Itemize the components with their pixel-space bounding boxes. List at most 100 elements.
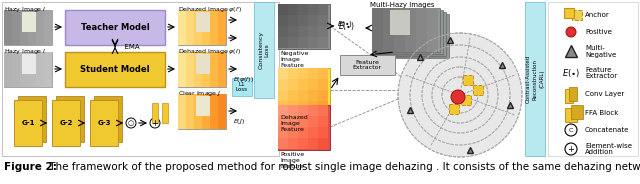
Bar [218, 52, 226, 87]
Bar [318, 101, 328, 112]
Text: ○: ○ [128, 120, 134, 126]
Text: L1
Loss: L1 Loss [236, 82, 248, 92]
Bar [210, 94, 218, 129]
Bar [340, 55, 395, 75]
Bar [254, 2, 274, 98]
Bar [218, 94, 226, 129]
Bar [278, 4, 288, 15]
Bar [463, 75, 473, 85]
Text: $E(\bullet)$: $E(\bullet)$ [337, 19, 353, 29]
Bar [288, 105, 298, 116]
Bar [308, 138, 318, 149]
Bar [318, 15, 328, 26]
Bar [4, 10, 12, 45]
Bar [36, 10, 44, 45]
Bar [308, 79, 318, 90]
Bar [202, 52, 210, 87]
Text: Teacher Model: Teacher Model [81, 22, 149, 31]
Text: +: + [152, 118, 159, 128]
Bar [20, 52, 28, 87]
Text: Feature
Extractor: Feature Extractor [353, 60, 381, 70]
Bar [436, 14, 447, 58]
Bar [308, 127, 318, 138]
Bar [318, 116, 328, 127]
Bar [449, 104, 459, 114]
Bar [298, 116, 308, 127]
Bar [375, 10, 443, 54]
Bar [278, 127, 288, 138]
Bar [525, 2, 545, 156]
Bar [22, 54, 36, 74]
Bar [44, 52, 52, 87]
Bar [288, 4, 298, 15]
Text: +: + [568, 144, 575, 153]
Bar [392, 14, 403, 58]
Bar [416, 8, 427, 52]
Bar [400, 12, 411, 56]
Text: Multi-Hazy Images: Multi-Hazy Images [370, 2, 435, 8]
Bar [427, 8, 438, 52]
Text: Consistency
Loss: Consistency Loss [258, 31, 270, 69]
Bar [202, 94, 210, 129]
Bar [383, 8, 394, 52]
Bar [210, 52, 218, 87]
Bar [288, 101, 298, 112]
Bar [399, 16, 419, 41]
Bar [394, 8, 405, 52]
Bar [298, 26, 308, 37]
Text: Anchor: Anchor [585, 12, 610, 18]
Bar [461, 95, 471, 105]
Bar [278, 90, 288, 101]
Bar [393, 12, 413, 37]
Text: Positive: Positive [585, 29, 612, 35]
Text: C: C [569, 128, 573, 132]
Bar [90, 100, 118, 146]
Bar [278, 138, 288, 149]
Bar [414, 14, 425, 58]
Bar [298, 105, 308, 116]
Bar [178, 94, 226, 129]
Bar [194, 52, 202, 87]
Bar [318, 138, 328, 149]
Text: FFA Block: FFA Block [585, 110, 618, 116]
Bar [162, 103, 168, 123]
Bar [318, 79, 328, 90]
Bar [308, 4, 318, 15]
Bar [178, 52, 186, 87]
Bar [372, 8, 383, 52]
Bar [318, 26, 328, 37]
Bar [390, 10, 410, 35]
Bar [4, 52, 12, 87]
Bar [318, 4, 328, 15]
Bar [28, 52, 36, 87]
Text: Negative
Image
Feature: Negative Image Feature [280, 51, 308, 68]
Bar [278, 4, 330, 49]
Bar [20, 10, 28, 45]
Bar [186, 94, 194, 129]
Bar [318, 105, 328, 116]
Text: $E(J)$: $E(J)$ [233, 117, 245, 126]
Bar [298, 90, 308, 101]
Bar [12, 10, 20, 45]
Bar [372, 8, 440, 52]
Bar [18, 96, 46, 142]
Bar [288, 15, 298, 26]
Bar [232, 78, 252, 96]
Bar [178, 94, 186, 129]
Bar [4, 92, 164, 152]
Bar [22, 12, 36, 32]
Bar [308, 15, 318, 26]
Bar [288, 68, 298, 79]
Bar [571, 105, 583, 119]
Text: $E(\varphi(I))$: $E(\varphi(I))$ [233, 75, 254, 84]
Bar [411, 12, 422, 56]
Text: Dehazed Image $\varphi(I^{\prime})$: Dehazed Image $\varphi(I^{\prime})$ [178, 5, 243, 15]
Circle shape [398, 33, 522, 157]
Text: Hazy Image $I$: Hazy Image $I$ [4, 47, 47, 56]
Bar [433, 12, 444, 56]
Text: Dehazed
Image
Feature: Dehazed Image Feature [280, 115, 308, 132]
Bar [389, 12, 400, 56]
Bar [308, 26, 318, 37]
Bar [422, 12, 433, 56]
Text: G-1: G-1 [21, 120, 35, 126]
